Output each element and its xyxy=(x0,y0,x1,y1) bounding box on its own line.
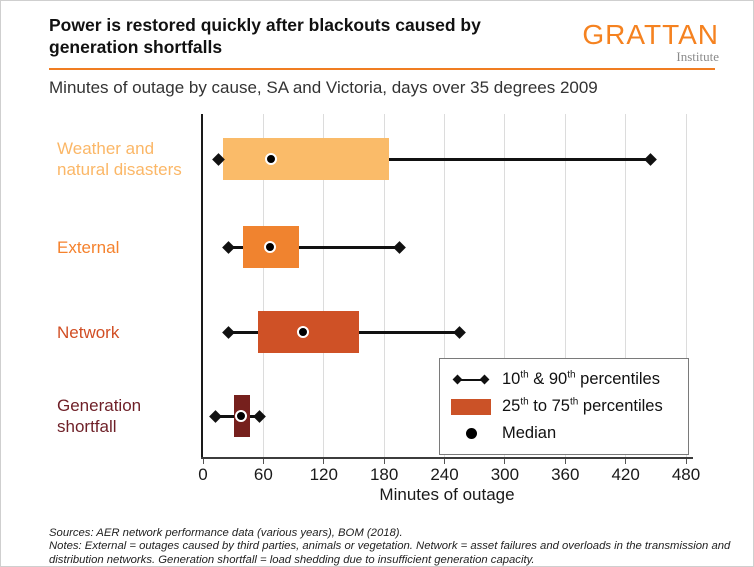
gridline-240 xyxy=(444,114,445,457)
header-divider xyxy=(49,68,715,70)
category-label-1: External xyxy=(57,237,120,257)
legend-item-25th-75th-percentiles: 25th to 75th percentiles xyxy=(440,397,688,416)
page-title: Power is restored quickly after blackout… xyxy=(49,14,481,58)
box-swatch-icon xyxy=(451,398,491,415)
whisker-range-icon xyxy=(440,374,502,385)
x-tick-label-300: 300 xyxy=(490,465,520,484)
x-tick-label-120: 120 xyxy=(309,465,338,484)
gridline-300 xyxy=(504,114,506,457)
dot-icon xyxy=(465,428,477,439)
x-tick-label-420: 420 xyxy=(611,465,640,484)
grattan-institute-text: Institute xyxy=(676,49,719,64)
notes-line-2: distribution networks. Generation shortf… xyxy=(49,553,535,566)
x-tick-label-240: 240 xyxy=(430,465,459,484)
x-axis-title: Minutes of outage xyxy=(379,485,515,504)
chart-legend: 10th & 90th percentiles 25th to 75th per… xyxy=(439,358,689,455)
legend-label: Median xyxy=(502,424,557,442)
x-tick-label-480: 480 xyxy=(671,465,701,484)
x-tick-480 xyxy=(685,459,687,464)
x-tick-label-180: 180 xyxy=(369,465,399,484)
whisker-line-icon xyxy=(459,378,483,381)
x-tick-360 xyxy=(564,459,566,464)
page-title-line1: Power is restored quickly after blackout… xyxy=(49,15,481,35)
iqr-box-icon xyxy=(440,398,502,415)
x-tick-label-360: 360 xyxy=(551,465,580,484)
grattan-logo-text: GRATTAN xyxy=(582,19,719,50)
sources-note: Sources: AER network performance data (v… xyxy=(49,527,403,539)
p10-diamond-2 xyxy=(221,325,235,339)
legend-item-10th-90th-percentiles: 10th & 90th percentiles xyxy=(440,370,688,389)
x-tick-120 xyxy=(323,459,325,464)
whisker-line-0 xyxy=(218,158,651,161)
notes-line-1: Notes: External = outages caused by thir… xyxy=(49,540,731,553)
legend-label: 10th & 90th percentiles xyxy=(502,369,660,388)
diamond-endpoint-icon xyxy=(452,374,463,385)
x-tick-180 xyxy=(383,459,385,464)
gridline-480 xyxy=(685,114,687,457)
grattan-logo: GRATTAN Institute xyxy=(582,19,719,64)
x-tick-300 xyxy=(504,459,506,464)
median-dot-icon xyxy=(440,428,502,439)
p10-diamond-3 xyxy=(208,409,222,423)
x-tick-420 xyxy=(625,459,627,464)
category-label-0: Weather and natural disasters xyxy=(57,139,182,179)
diamond-endpoint-icon xyxy=(479,374,490,385)
median-dot-3 xyxy=(234,409,247,422)
legend-item-median: Median xyxy=(440,424,688,443)
gridline-120 xyxy=(323,114,325,457)
footnotes: Sources: AER network performance data (v… xyxy=(49,527,731,566)
whisker-line-1 xyxy=(228,246,400,249)
x-axis-line xyxy=(201,457,693,459)
x-tick-60 xyxy=(262,459,264,464)
category-label-2: Network xyxy=(57,322,120,342)
x-tick-label-0: 0 xyxy=(198,465,208,484)
y-axis-line xyxy=(201,114,203,459)
x-tick-240 xyxy=(444,459,445,464)
iqr-box-0 xyxy=(223,138,390,180)
x-tick-label-60: 60 xyxy=(253,465,273,484)
page-title-line2: generation shortfalls xyxy=(49,37,223,57)
gridline-180 xyxy=(383,114,385,457)
p90-diamond-1 xyxy=(392,240,406,254)
gridline-360 xyxy=(564,114,566,457)
p10-diamond-1 xyxy=(221,240,235,254)
category-label-3: Generation shortfall xyxy=(57,396,142,436)
gridline-420 xyxy=(625,114,627,457)
median-dot-0 xyxy=(264,152,277,165)
gridline-60 xyxy=(262,114,264,457)
x-tick-0 xyxy=(202,459,204,464)
median-dot-1 xyxy=(263,240,276,253)
legend-label: 25th to 75th percentiles xyxy=(502,396,663,415)
p90-diamond-0 xyxy=(644,152,658,166)
chart-subtitle: Minutes of outage by cause, SA and Victo… xyxy=(49,78,598,97)
median-dot-2 xyxy=(297,325,310,338)
p90-diamond-2 xyxy=(453,325,466,339)
